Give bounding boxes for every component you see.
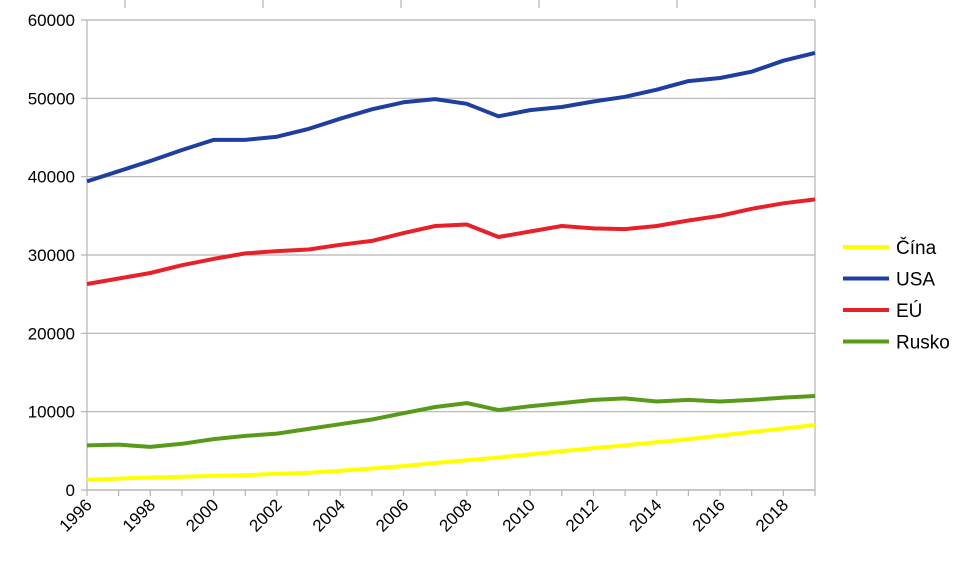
series-line-1 — [86, 423, 816, 482]
x-tick-label: 1996 — [56, 495, 96, 535]
x-tick-label: 2012 — [562, 495, 602, 535]
x-tick-label: 2010 — [499, 495, 539, 535]
x-tick-label: 2006 — [372, 495, 412, 535]
x-tick-label: 2014 — [625, 495, 665, 535]
gridlines — [81, 0, 816, 491]
series-lines — [86, 50, 816, 482]
x-tick-label: 2000 — [182, 495, 222, 535]
y-tick-label: 30000 — [28, 246, 75, 265]
y-tick-label: 60000 — [28, 11, 75, 30]
y-tick-label: 10000 — [28, 403, 75, 422]
series-line-2 — [86, 50, 816, 184]
y-tick-label: 50000 — [28, 89, 75, 108]
x-tick-label: 2004 — [309, 495, 349, 535]
x-tick-label: 1998 — [119, 495, 159, 535]
x-tick-label: 2016 — [689, 495, 729, 535]
legend-label: Čína — [896, 237, 937, 259]
series-line-4 — [86, 394, 816, 449]
x-tick-label: 2008 — [435, 495, 475, 535]
y-tick-label: 20000 — [28, 324, 75, 343]
series-line-3 — [86, 197, 816, 286]
legend: Čína USA EÚ Rusko — [843, 237, 950, 354]
legend-label: USA — [896, 270, 935, 291]
y-tick-label: 40000 — [28, 168, 75, 187]
y-tick-label: 0 — [66, 481, 75, 500]
x-tick-label: 2002 — [246, 495, 286, 535]
legend-label: EÚ — [896, 300, 922, 322]
x-tick-label: 2018 — [752, 495, 792, 535]
legend-label: Rusko — [896, 333, 950, 354]
